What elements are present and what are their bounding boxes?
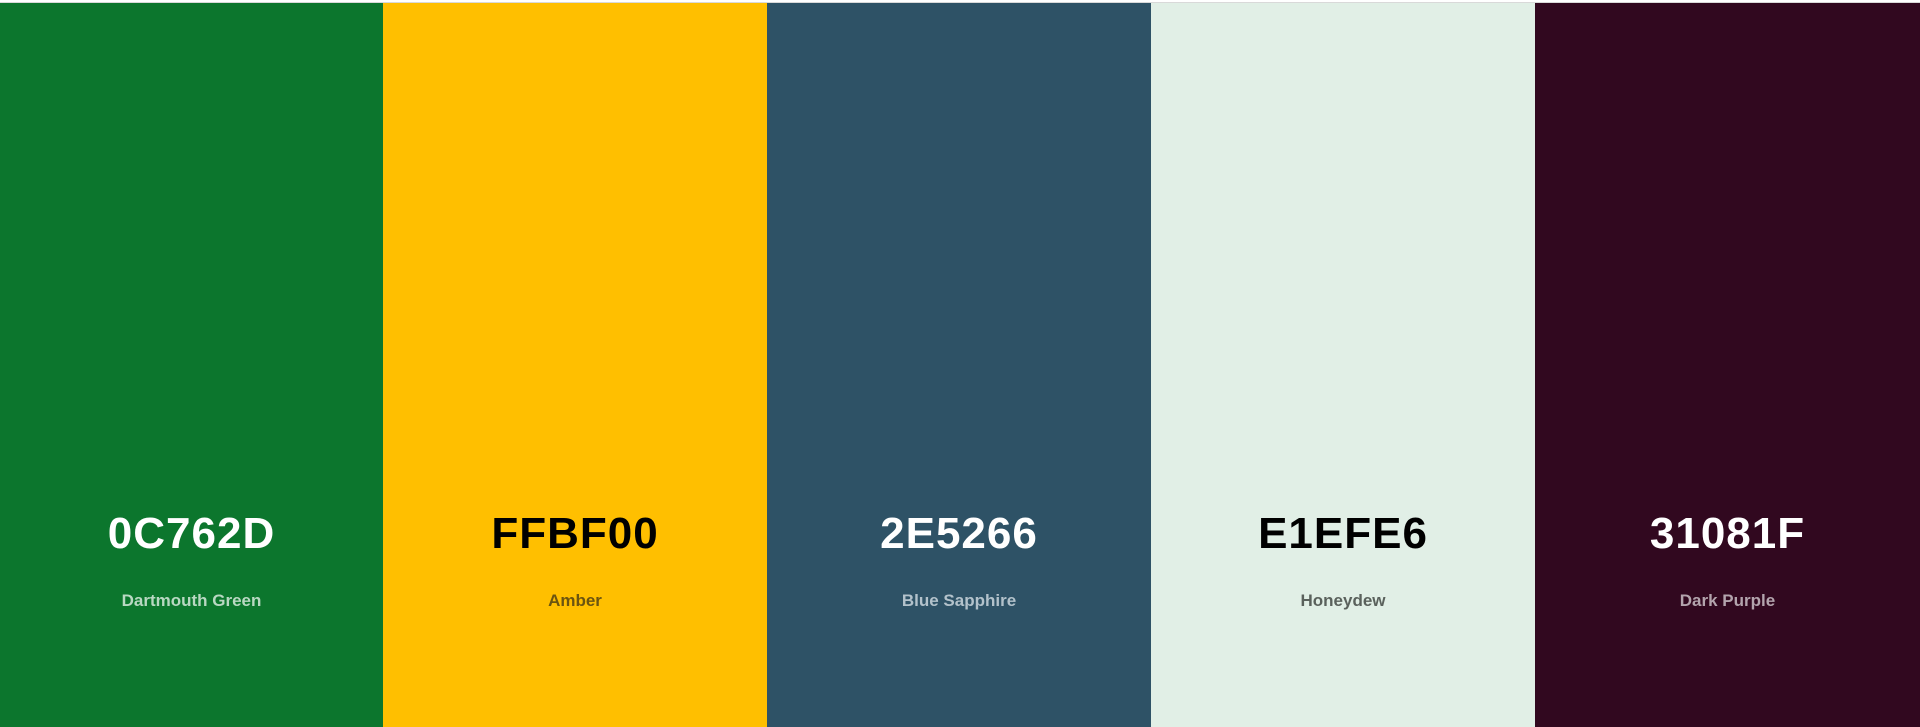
swatch-dark-purple[interactable]: 31081F Dark Purple [1535, 3, 1920, 727]
swatch-blue-sapphire[interactable]: 2E5266 Blue Sapphire [767, 3, 1151, 727]
swatch-color-name: Dartmouth Green [121, 591, 262, 610]
swatch-color-name: Dark Purple [1679, 591, 1776, 610]
swatch-color-name: Blue Sapphire [901, 591, 1017, 610]
swatch-hex-code[interactable]: 2E5266 [880, 509, 1038, 558]
swatch-hex-code[interactable]: FFBF00 [491, 509, 659, 558]
swatch-dartmouth-green[interactable]: 0C762D Dartmouth Green [0, 3, 383, 727]
swatch-color-name: Amber [548, 591, 602, 610]
swatch-hex-code[interactable]: E1EFE6 [1258, 509, 1428, 558]
swatch-honeydew[interactable]: E1EFE6 Honeydew [1151, 3, 1535, 727]
swatch-color-name: Honeydew [1300, 591, 1386, 610]
swatch-hex-code[interactable]: 31081F [1649, 509, 1806, 558]
swatch-amber[interactable]: FFBF00 Amber [383, 3, 767, 727]
swatch-hex-code[interactable]: 0C762D [107, 509, 276, 558]
